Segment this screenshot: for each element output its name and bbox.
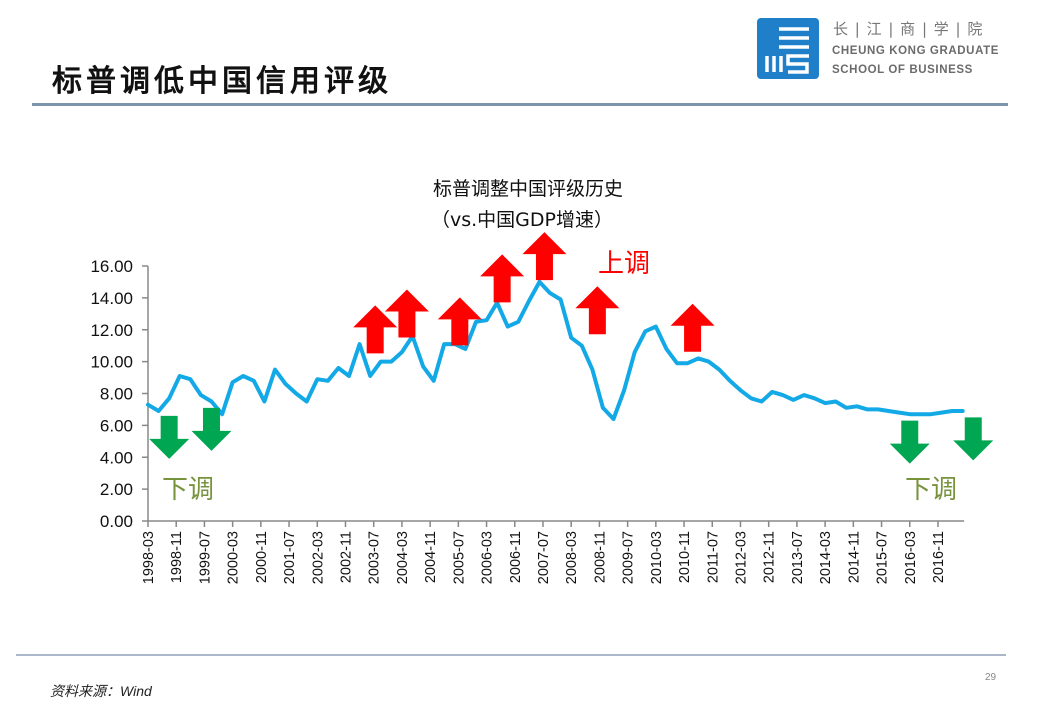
x-tick-label: 2008-11: [592, 531, 608, 583]
x-tick-label: 2013-07: [790, 531, 806, 584]
chart-subtitle: （vs.中国GDP增速）: [431, 209, 613, 231]
upgrade-arrow-icon: [575, 286, 620, 335]
logo-emblem-icon: [757, 18, 819, 79]
title-divider: [32, 103, 1008, 106]
downgrade-arrow-icon: [889, 420, 930, 464]
series-layer: [146, 279, 965, 421]
rating-arrows: [149, 232, 994, 464]
logo-name-en-line1: CHEUNG KONG GRADUATE: [832, 45, 1000, 57]
y-tick-label: 8.00: [100, 385, 133, 404]
upgrade-arrow-icon: [522, 232, 567, 281]
y-tick-label: 6.00: [100, 416, 133, 435]
x-tick-label: 2005-07: [451, 531, 467, 584]
source-note: 资料来源：Wind: [50, 683, 152, 699]
upgrade-arrow-icon: [480, 254, 525, 303]
footer-divider: [16, 654, 1006, 656]
logo-name-cn: 长 | 江 | 商 | 学 | 院: [833, 20, 984, 38]
y-tick-label: 2.00: [100, 480, 133, 499]
x-tick-label: 2002-03: [310, 531, 326, 584]
x-tick-label: 2007-07: [536, 531, 552, 584]
x-tick-label: 1998-03: [141, 531, 157, 584]
x-tick-label: 2011-07: [705, 531, 721, 583]
y-tick-label: 16.00: [90, 257, 133, 276]
x-tick-label: 2003-07: [367, 531, 383, 584]
downgrade-arrow-icon: [191, 407, 232, 451]
gdp-growth-line: [146, 279, 965, 421]
x-tick-label: 2001-07: [282, 531, 298, 584]
x-tick-label: 2012-03: [733, 531, 749, 584]
upgrade-arrow-icon: [384, 289, 429, 338]
x-axis: 1998-03 1998-11 1999-07 2000-03 2000-11 2001-…: [141, 520, 965, 584]
y-tick-label: 4.00: [100, 448, 133, 467]
x-tick-label: 2016-03: [903, 531, 919, 584]
x-tick-label: 2016-11: [931, 531, 947, 583]
x-tick-label: 2006-03: [480, 531, 496, 584]
chart-title: 标普调整中国评级历史: [433, 178, 623, 200]
x-tick-label: 1999-07: [197, 531, 213, 584]
slide-title: 标普调低中国信用评级: [52, 64, 392, 99]
downgrade-arrow-icon: [149, 415, 190, 459]
upgrade-arrow-icon: [670, 303, 715, 352]
upgrade-arrow-icon: [353, 305, 398, 354]
logo-name-en-line2: SCHOOL OF BUSINESS: [832, 64, 973, 76]
x-tick-label: 2004-11: [423, 531, 439, 583]
page-number: 29: [985, 672, 997, 683]
x-tick-label: 2012-11: [762, 531, 778, 583]
x-tick-label: 2002-11: [338, 531, 354, 583]
upgrade-label: 上调: [598, 249, 650, 279]
upgrade-arrow-icon: [437, 297, 482, 346]
x-tick-label: 2000-11: [254, 531, 270, 583]
x-tick-label: 1998-11: [169, 531, 185, 583]
y-tick-label: 14.00: [90, 289, 133, 308]
x-tick-label: 2008-03: [564, 531, 580, 584]
x-tick-label: 2004-03: [395, 531, 411, 584]
x-tick-label: 2010-03: [649, 531, 665, 584]
downgrade-label-left: 下调: [162, 475, 214, 505]
y-tick-label: 12.00: [90, 321, 133, 340]
x-tick-label: 2009-07: [621, 531, 637, 584]
y-tick-label: 10.00: [90, 353, 133, 372]
downgrade-label-right: 下调: [905, 475, 957, 505]
x-tick-label: 2014-03: [818, 531, 834, 584]
x-tick-label: 2015-07: [875, 531, 891, 584]
y-axis: 0.00 2.00 4.00 6.00 8.00 10.00 12.00 14.00 16.00: [90, 257, 149, 531]
x-tick-label: 2010-11: [677, 531, 693, 583]
x-tick-label: 2000-03: [226, 531, 242, 584]
downgrade-arrow-icon: [953, 417, 994, 461]
y-tick-label: 0.00: [100, 512, 133, 531]
gdp-rating-chart: 标普调整中国评级历史 （vs.中国GDP增速） 0.00 2.00 4.00 6.00…: [90, 178, 994, 584]
x-tick-label: 2014-11: [846, 531, 862, 583]
x-tick-label: 2006-11: [508, 531, 524, 583]
